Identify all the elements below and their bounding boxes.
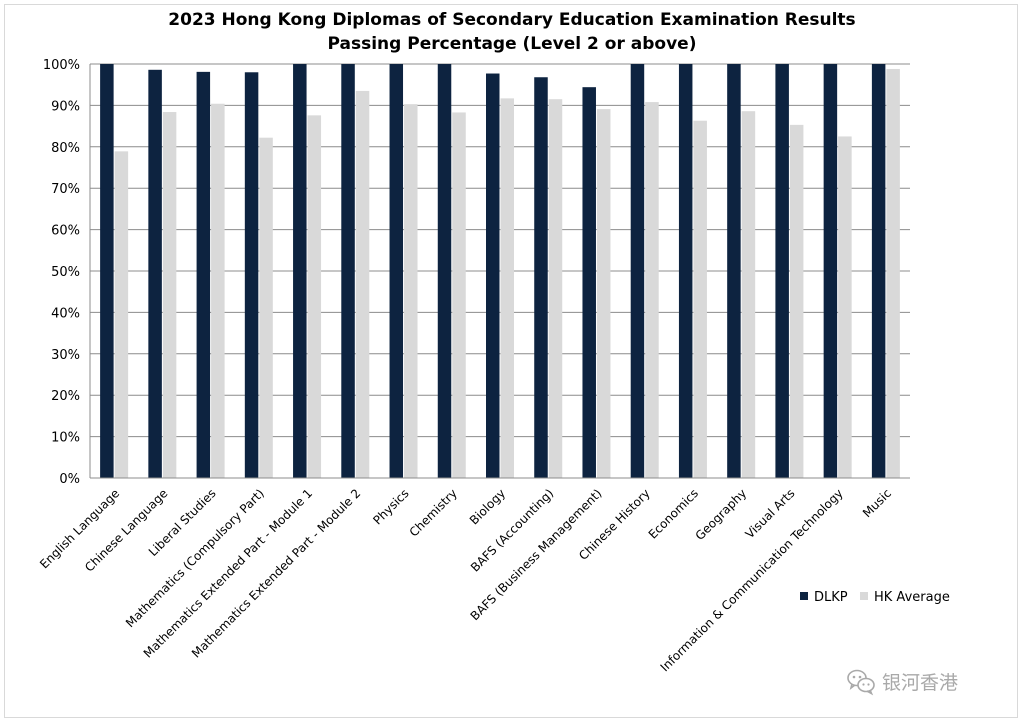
x-tick-label: Physics [370, 486, 411, 527]
grid-layer [90, 63, 910, 479]
bar-hk-average [548, 99, 563, 478]
y-tick-label: 50% [51, 265, 80, 280]
chart-subtitle: Passing Percentage (Level 2 or above) [327, 34, 697, 54]
watermark: 银河香港 [846, 664, 958, 698]
wechat-icon [847, 669, 875, 696]
y-tick-label: 40% [51, 306, 80, 321]
bar-dlkp [389, 64, 404, 478]
x-tick-label: Music [860, 486, 894, 520]
bar-hk-average [886, 68, 900, 478]
bar-hk-average [404, 104, 418, 479]
legend-swatch-dlkp [800, 592, 808, 600]
x-tick-label: Chinese Language [82, 486, 170, 574]
y-tick-label: 0% [59, 472, 80, 487]
y-tick-label: 80% [51, 141, 80, 156]
bar-dlkp [196, 71, 211, 478]
bar-dlkp [244, 72, 259, 478]
bar-hk-average [500, 98, 514, 478]
bar-hk-average [114, 151, 129, 478]
bar-dlkp [148, 69, 162, 479]
bar-hk-average [259, 137, 273, 478]
legend: DLKP HK Average [800, 590, 950, 605]
x-tick-label: Information & Communication Technology [658, 486, 846, 674]
x-tick-label: Chemistry [407, 486, 460, 539]
bar-dlkp [486, 73, 500, 478]
x-tick-label: English Language [37, 486, 122, 571]
bar-dlkp [341, 64, 355, 478]
bar-hk-average [693, 120, 707, 478]
bar-hk-average [355, 90, 370, 478]
x-tick-label: Mathematics Extended Part - Module 1 [141, 486, 315, 660]
legend-swatch-hk-average [860, 592, 868, 600]
y-tick-label: 70% [51, 182, 80, 197]
bar-dlkp [437, 64, 452, 478]
bar-hk-average [596, 109, 611, 478]
chart-title-block: 2023 Hong Kong Diplomas of Secondary Edu… [0, 8, 1024, 56]
legend-label-hk-average: HK Average [874, 590, 950, 605]
bar-hk-average [162, 112, 177, 479]
bar-dlkp [293, 64, 307, 478]
y-tick-label: 60% [51, 224, 80, 239]
x-tick-label: Mathematics Extended Part - Module 2 [189, 486, 363, 660]
chart-title: 2023 Hong Kong Diplomas of Secondary Edu… [168, 10, 856, 30]
bar-dlkp [727, 64, 741, 478]
bar-dlkp [678, 64, 693, 478]
bar-hk-average [741, 111, 756, 479]
bar-dlkp [534, 77, 548, 479]
bar-hk-average [307, 115, 322, 478]
bar-hk-average [789, 124, 804, 478]
y-tick-label: 20% [51, 389, 80, 404]
bar-hk-average [838, 136, 852, 478]
bar-hk-average [211, 103, 225, 478]
bar-layer [100, 64, 900, 479]
y-tick-label: 30% [51, 348, 80, 363]
y-tick-label: 10% [51, 431, 80, 446]
bar-dlkp [100, 64, 114, 478]
bar-hk-average [452, 112, 466, 479]
bar-hk-average [645, 102, 659, 478]
watermark-text: 银河香港 [882, 671, 959, 694]
y-tick-label: 90% [51, 99, 80, 114]
bar-dlkp [582, 87, 596, 479]
bar-dlkp [871, 64, 886, 478]
y-tick-label: 100% [43, 58, 80, 73]
x-tick-label: BAFS (Accounting) [468, 486, 556, 574]
legend-label-dlkp: DLKP [814, 590, 848, 605]
x-tick-label: Biology [467, 486, 508, 527]
bar-dlkp [775, 64, 789, 478]
bar-dlkp [823, 64, 838, 478]
x-tick-label: Geography [693, 486, 750, 543]
bar-dlkp [630, 64, 645, 478]
